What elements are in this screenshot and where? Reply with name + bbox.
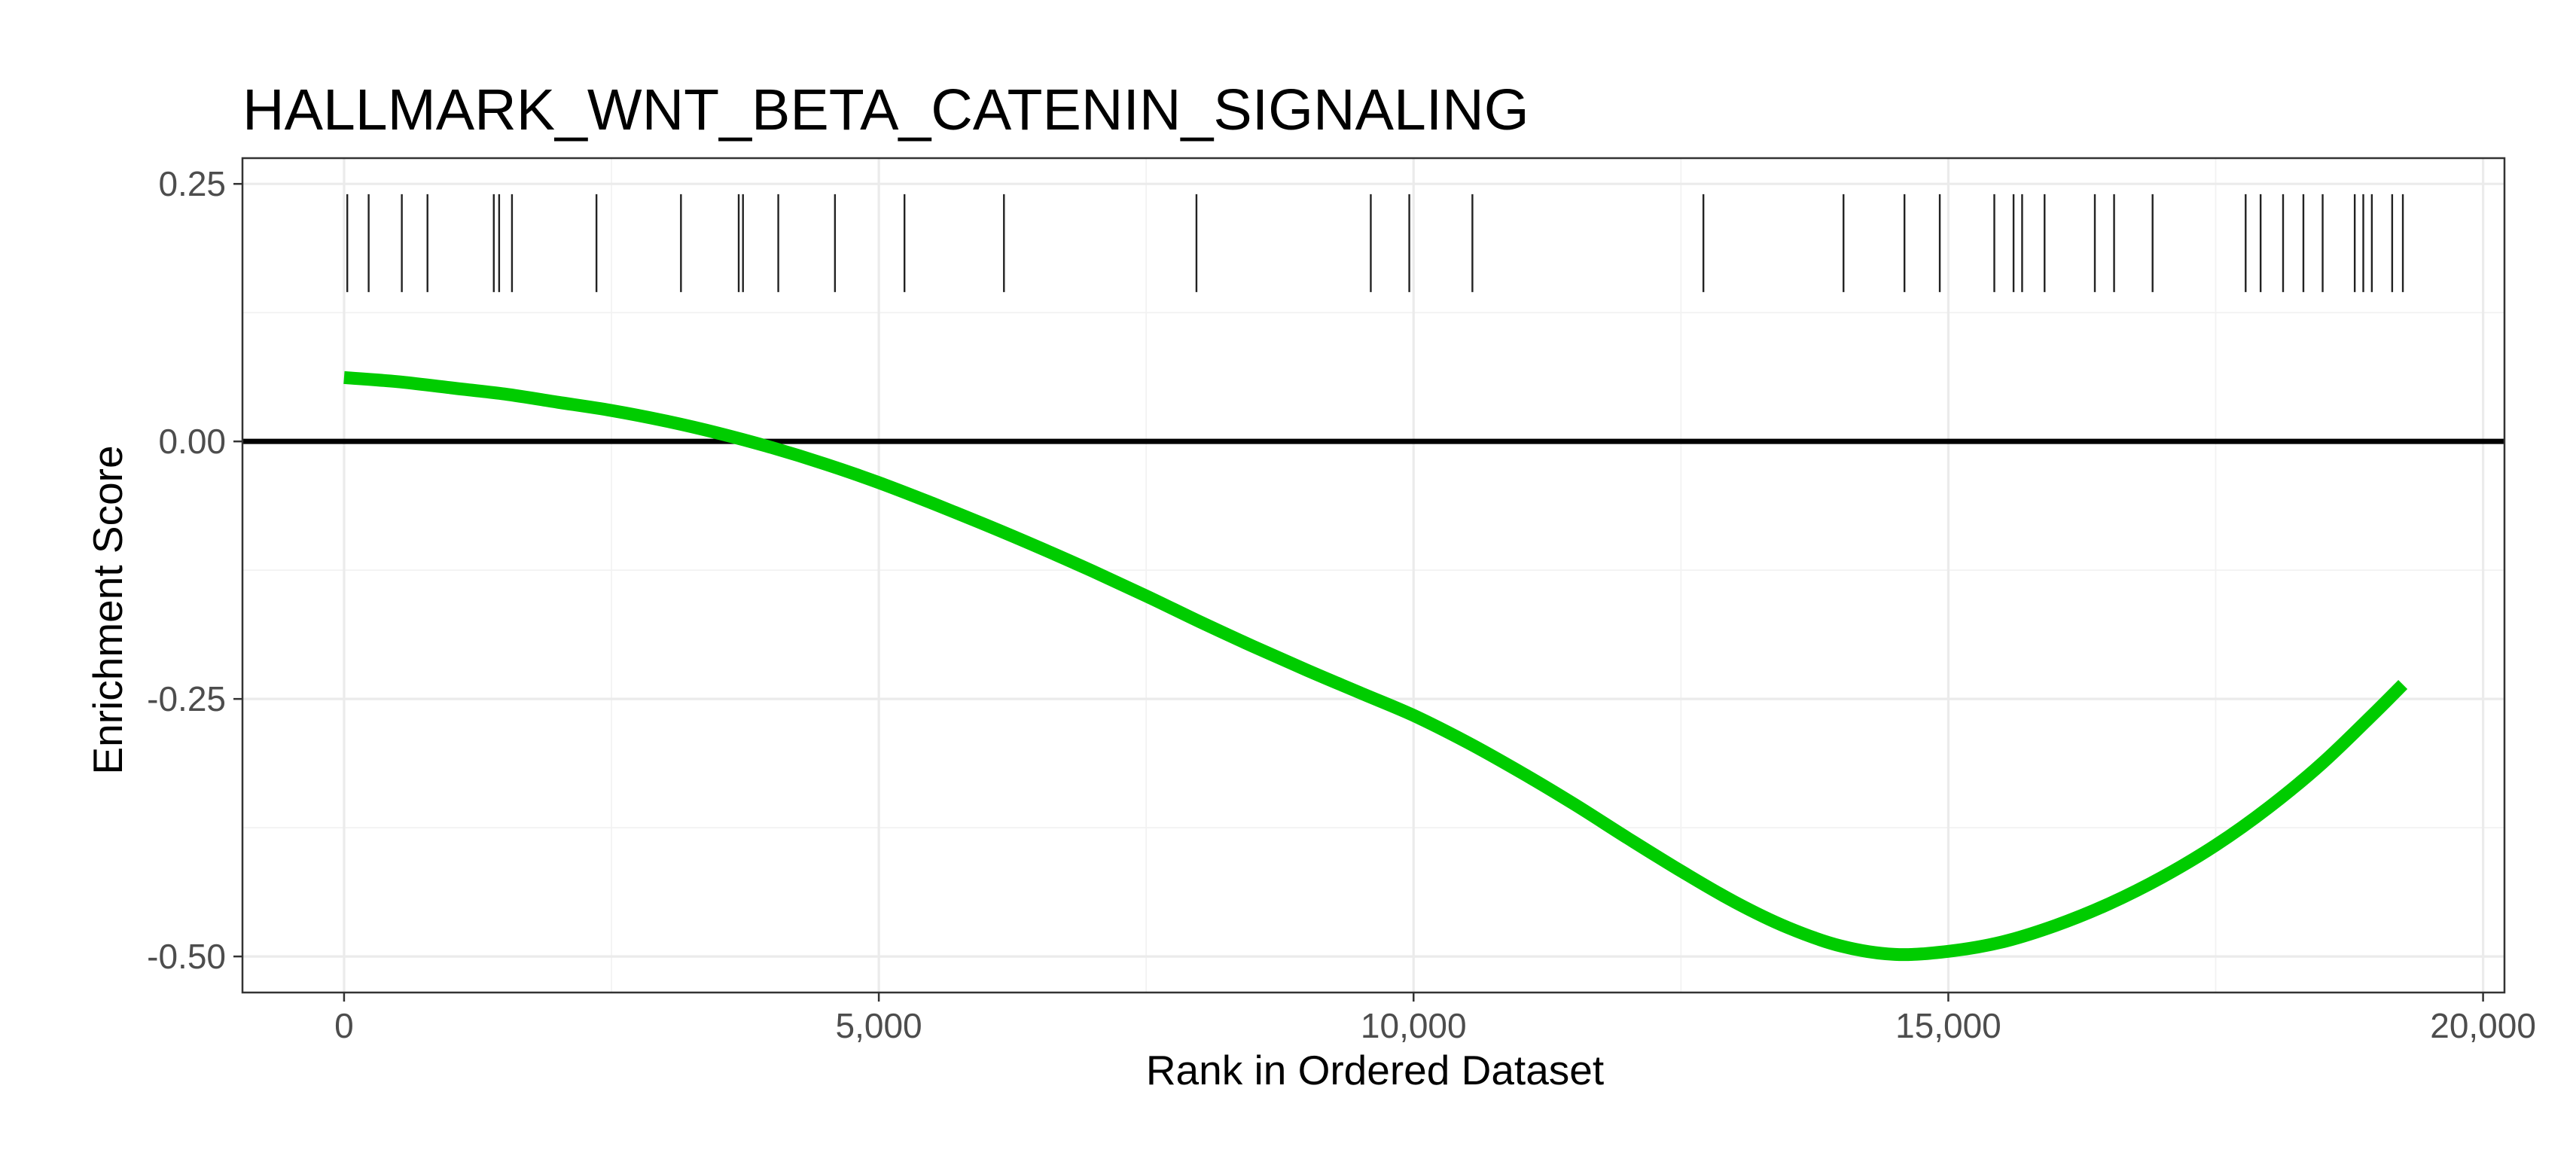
enrichment-curve-group bbox=[343, 370, 2408, 962]
y-tick-label: -0.25 bbox=[147, 679, 226, 718]
plot-panel-border bbox=[241, 157, 2506, 994]
x-tick-label: 20,000 bbox=[2430, 1006, 2536, 1045]
grid-lines bbox=[242, 158, 2504, 993]
x-tick-label: 5,000 bbox=[836, 1006, 922, 1045]
y-axis-ticks: 0.25 0.00 -0.25 -0.50 bbox=[147, 164, 242, 976]
y-tick-label: 0.00 bbox=[158, 422, 226, 461]
y-tick-label: 0.25 bbox=[158, 164, 226, 203]
y-tick-label: -0.50 bbox=[147, 937, 226, 976]
gene-hit-marks bbox=[346, 194, 2404, 292]
x-tick-label: 15,000 bbox=[1895, 1006, 2001, 1045]
chart-title: HALLMARK_WNT_BETA_CATENIN_SIGNALING bbox=[242, 78, 1529, 142]
enrichment-score-curve bbox=[343, 370, 2408, 962]
y-axis-title: Enrichment Score bbox=[84, 445, 131, 774]
x-axis-ticks: 0 5,000 10,000 15,000 20,000 bbox=[334, 993, 2536, 1045]
x-axis-title: Rank in Ordered Dataset bbox=[1146, 1047, 1604, 1093]
x-tick-label: 0 bbox=[334, 1006, 354, 1045]
x-tick-label: 10,000 bbox=[1361, 1006, 1467, 1045]
